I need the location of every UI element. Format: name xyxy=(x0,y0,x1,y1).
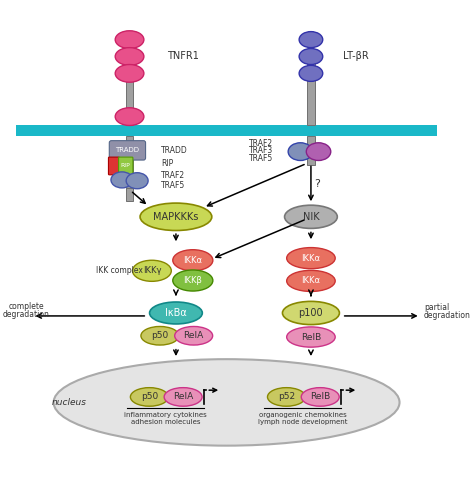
FancyBboxPatch shape xyxy=(109,141,146,160)
Bar xyxy=(126,135,133,191)
Bar xyxy=(126,53,133,125)
Text: degradation: degradation xyxy=(424,311,471,320)
Bar xyxy=(16,125,438,135)
Text: p50: p50 xyxy=(151,331,169,340)
Ellipse shape xyxy=(287,327,335,347)
Text: nucleus: nucleus xyxy=(52,398,86,407)
Text: TNFR1: TNFR1 xyxy=(167,51,200,61)
Text: IKKα: IKKα xyxy=(183,256,202,265)
Text: RelB: RelB xyxy=(310,393,330,401)
Text: RIP: RIP xyxy=(121,164,131,168)
Text: TRAF2: TRAF2 xyxy=(161,171,185,180)
Text: IKKα: IKKα xyxy=(301,253,320,263)
Text: partial: partial xyxy=(424,303,449,312)
Ellipse shape xyxy=(283,301,339,324)
Text: TRADD: TRADD xyxy=(161,146,188,155)
Text: p100: p100 xyxy=(299,308,323,318)
Bar xyxy=(307,135,315,165)
Text: IκBα: IκBα xyxy=(165,308,187,318)
Ellipse shape xyxy=(111,172,133,188)
Text: p50: p50 xyxy=(141,393,158,401)
Ellipse shape xyxy=(115,48,144,65)
Ellipse shape xyxy=(299,65,323,82)
Text: inflammatory cytokines: inflammatory cytokines xyxy=(124,412,207,418)
Text: adhesion molecules: adhesion molecules xyxy=(131,419,200,425)
Ellipse shape xyxy=(126,173,148,189)
Text: p52: p52 xyxy=(278,393,295,401)
Ellipse shape xyxy=(54,359,400,445)
Text: IKKβ: IKKβ xyxy=(183,276,202,285)
Ellipse shape xyxy=(115,64,144,82)
Ellipse shape xyxy=(173,250,213,271)
Ellipse shape xyxy=(130,388,168,406)
Ellipse shape xyxy=(164,388,202,406)
Ellipse shape xyxy=(115,108,144,125)
Text: ?: ? xyxy=(314,179,320,189)
Ellipse shape xyxy=(287,270,335,291)
Ellipse shape xyxy=(173,270,213,291)
Ellipse shape xyxy=(150,302,202,324)
Text: RelB: RelB xyxy=(301,333,321,342)
Text: RelA: RelA xyxy=(183,331,204,340)
Text: IKKγ: IKKγ xyxy=(143,266,161,276)
Ellipse shape xyxy=(301,388,339,406)
Text: TRADD: TRADD xyxy=(116,147,139,153)
Text: MAPKKKs: MAPKKKs xyxy=(153,212,199,222)
Text: NIK: NIK xyxy=(302,212,319,222)
Ellipse shape xyxy=(287,248,335,269)
Bar xyxy=(307,53,315,125)
Ellipse shape xyxy=(299,48,323,64)
Text: RelA: RelA xyxy=(173,393,193,401)
Ellipse shape xyxy=(141,326,179,345)
FancyBboxPatch shape xyxy=(118,157,133,175)
Text: TRAF2: TRAF2 xyxy=(249,139,273,148)
Text: TRAF3: TRAF3 xyxy=(249,146,273,155)
Text: TRAF5: TRAF5 xyxy=(161,181,185,190)
Ellipse shape xyxy=(115,31,144,48)
Ellipse shape xyxy=(306,143,331,160)
Ellipse shape xyxy=(267,388,305,406)
Text: lymph node development: lymph node development xyxy=(258,419,347,425)
Ellipse shape xyxy=(140,203,212,230)
Text: IKKα: IKKα xyxy=(301,276,320,286)
Ellipse shape xyxy=(288,143,313,160)
Text: RIP: RIP xyxy=(161,159,173,168)
Ellipse shape xyxy=(299,32,323,48)
Ellipse shape xyxy=(133,260,171,281)
Ellipse shape xyxy=(175,326,213,345)
Bar xyxy=(126,188,133,201)
Text: complete: complete xyxy=(9,302,44,311)
Text: LT-βR: LT-βR xyxy=(343,51,368,61)
Text: organogenic chemokines: organogenic chemokines xyxy=(259,412,346,418)
Text: degradation: degradation xyxy=(3,310,50,319)
FancyBboxPatch shape xyxy=(109,157,119,175)
Ellipse shape xyxy=(284,205,337,228)
Text: IKK complex: IKK complex xyxy=(96,266,143,276)
Text: TRAF5: TRAF5 xyxy=(249,154,273,163)
